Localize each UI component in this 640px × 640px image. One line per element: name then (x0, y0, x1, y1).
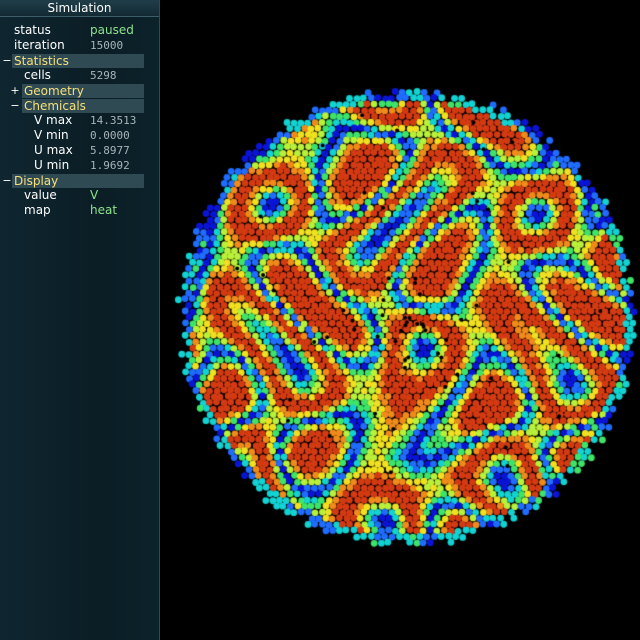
vmax-label: V max (34, 113, 73, 127)
statistics-group-header[interactable]: Statistics (12, 54, 144, 68)
iteration-label: iteration (14, 38, 65, 52)
cells-value: 5298 (90, 69, 117, 82)
vmin-label: V min (34, 128, 69, 142)
umin-label: U min (34, 158, 70, 172)
vmin-value: 0.0000 (90, 129, 130, 142)
iteration-value: 15000 (90, 39, 124, 52)
display-toggle[interactable]: − (2, 174, 12, 187)
display-map-selector[interactable]: heat (90, 203, 118, 217)
status-row: status paused (0, 23, 146, 38)
simulation-viewport[interactable] (160, 0, 640, 640)
chemicals-toggle[interactable]: − (10, 99, 20, 112)
umax-row: U max 5.8977 (0, 143, 146, 158)
display-value-selector[interactable]: V (90, 188, 99, 202)
panel-title: Simulation (0, 0, 159, 17)
display-group-header[interactable]: Display (12, 174, 144, 188)
iteration-row: iteration 15000 (0, 38, 146, 53)
geometry-toggle[interactable]: + (10, 84, 20, 97)
display-map-row[interactable]: map heat (0, 203, 146, 218)
status-value: paused (90, 23, 134, 37)
status-label: status (14, 23, 51, 37)
display-value-row[interactable]: value V (0, 188, 146, 203)
vmin-row: V min 0.0000 (0, 128, 146, 143)
umin-value: 1.9692 (90, 159, 130, 172)
simulation-panel: Simulation status paused iteration 15000… (0, 0, 160, 640)
display-value-label: value (24, 188, 57, 202)
umin-row: U min 1.9692 (0, 158, 146, 173)
vmax-row: V max 14.3513 (0, 113, 146, 128)
cells-row: cells 5298 (0, 68, 146, 83)
cells-label: cells (24, 68, 51, 82)
umax-label: U max (34, 143, 73, 157)
vmax-value: 14.3513 (90, 114, 137, 127)
statistics-toggle[interactable]: − (2, 54, 12, 67)
geometry-group-header[interactable]: Geometry (22, 84, 144, 98)
display-map-label: map (24, 203, 51, 217)
chemicals-group-header[interactable]: Chemicals (22, 99, 144, 113)
umax-value: 5.8977 (90, 144, 130, 157)
